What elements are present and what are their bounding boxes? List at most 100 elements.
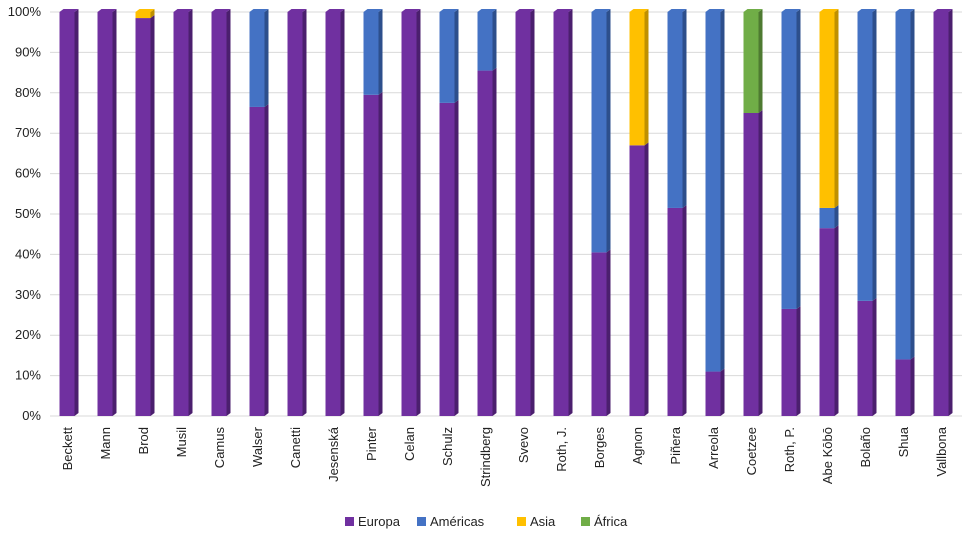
bar-segment — [249, 12, 265, 107]
bar-segment — [629, 145, 645, 416]
legend-label: Asia — [530, 514, 556, 529]
legend-item: Europa — [345, 514, 401, 529]
bar-segment — [781, 308, 797, 416]
bar-side — [264, 9, 269, 107]
x-axis-category-labels: Beckett Mann Brod Musil Camus Walser Canetti Je… — [60, 426, 949, 487]
bar-stack — [705, 9, 725, 416]
bar-segment — [705, 371, 721, 416]
bar-segment — [895, 359, 911, 416]
bar-segment — [249, 106, 265, 416]
x-category-label: Coetzee — [744, 427, 759, 475]
bar-top — [515, 9, 535, 12]
x-category-label: Brod — [136, 427, 151, 454]
bar-side — [302, 9, 307, 416]
bar-stack — [857, 9, 877, 416]
bar-segment — [591, 252, 607, 416]
bar-segment — [135, 18, 151, 417]
bar-side — [644, 142, 649, 416]
bar-side — [796, 305, 801, 416]
legend-swatch — [517, 517, 526, 526]
bar-segment — [819, 207, 835, 229]
y-tick-label: 10% — [15, 368, 41, 383]
legend-swatch — [581, 517, 590, 526]
x-category-label: Beckett — [60, 427, 75, 471]
x-category-label: Roth, P. — [782, 427, 797, 472]
bar-side — [150, 9, 155, 19]
legend-swatch — [345, 517, 354, 526]
bar-side — [492, 9, 497, 71]
bar-top — [781, 9, 801, 12]
legend-label: África — [594, 514, 628, 529]
bar-side — [682, 204, 687, 416]
bar-stack — [363, 9, 383, 416]
y-tick-label: 20% — [15, 327, 41, 342]
bar-segment — [477, 70, 493, 416]
legend-item: África — [581, 514, 628, 529]
bar-segment — [287, 12, 303, 416]
bars — [59, 9, 953, 417]
legend-item: Américas — [417, 514, 485, 529]
bar-top — [819, 9, 839, 12]
bar-segment — [895, 12, 911, 360]
bar-side — [758, 110, 763, 416]
bar-side — [378, 91, 383, 416]
bar-segment — [553, 12, 569, 416]
legend-item: Asia — [517, 514, 556, 529]
legend-swatch — [417, 517, 426, 526]
x-category-label: Jesenská — [326, 426, 341, 482]
bar-stack — [97, 9, 117, 416]
y-tick-label: 90% — [15, 44, 41, 59]
x-category-label: Bolaño — [858, 427, 873, 467]
bar-segment — [135, 12, 151, 19]
bar-segment — [857, 300, 873, 416]
bar-stack — [819, 9, 839, 416]
bar-top — [439, 9, 459, 12]
bar-top — [211, 9, 231, 12]
bar-side — [948, 9, 953, 416]
bar-side — [454, 99, 459, 417]
bar-top — [135, 9, 155, 12]
bar-segment — [819, 228, 835, 416]
bar-side — [454, 9, 459, 103]
bar-stack — [287, 9, 307, 416]
bar-segment — [515, 12, 531, 416]
y-tick-label: 40% — [15, 246, 41, 261]
bar-top — [59, 9, 79, 12]
bar-stack — [401, 9, 421, 416]
x-category-label: Roth, J. — [554, 427, 569, 472]
bar-segment — [401, 12, 417, 416]
bar-stack — [439, 9, 459, 417]
legend-label: Américas — [430, 514, 485, 529]
y-tick-label: 80% — [15, 85, 41, 100]
x-category-label: Abe Kōbō — [820, 427, 835, 484]
y-tick-label: 70% — [15, 125, 41, 140]
bar-segment — [173, 12, 189, 416]
bar-segment — [363, 12, 379, 95]
bar-side — [834, 9, 839, 208]
bar-stack — [895, 9, 915, 416]
x-category-label: Arreola — [706, 426, 721, 469]
bar-segment — [477, 12, 493, 71]
bar-side — [872, 297, 877, 416]
bar-side — [644, 9, 649, 146]
bar-stack — [325, 9, 345, 416]
bar-segment — [743, 12, 759, 113]
bar-top — [933, 9, 953, 12]
bar-side — [872, 9, 877, 301]
bar-top — [857, 9, 877, 12]
bar-segment — [325, 12, 341, 416]
bar-side — [74, 9, 79, 416]
bar-side — [720, 368, 725, 416]
bar-segment — [363, 94, 379, 416]
bar-top — [363, 9, 383, 12]
y-tick-label: 0% — [22, 408, 41, 423]
bar-stack — [933, 9, 953, 416]
bar-stack — [211, 9, 231, 416]
bar-side — [720, 9, 725, 372]
bar-side — [264, 103, 269, 416]
y-tick-label: 100% — [8, 4, 42, 19]
x-category-label: Musil — [174, 427, 189, 457]
x-category-label: Schulz — [440, 427, 455, 466]
bar-stack — [629, 9, 649, 416]
bar-segment — [59, 12, 75, 416]
